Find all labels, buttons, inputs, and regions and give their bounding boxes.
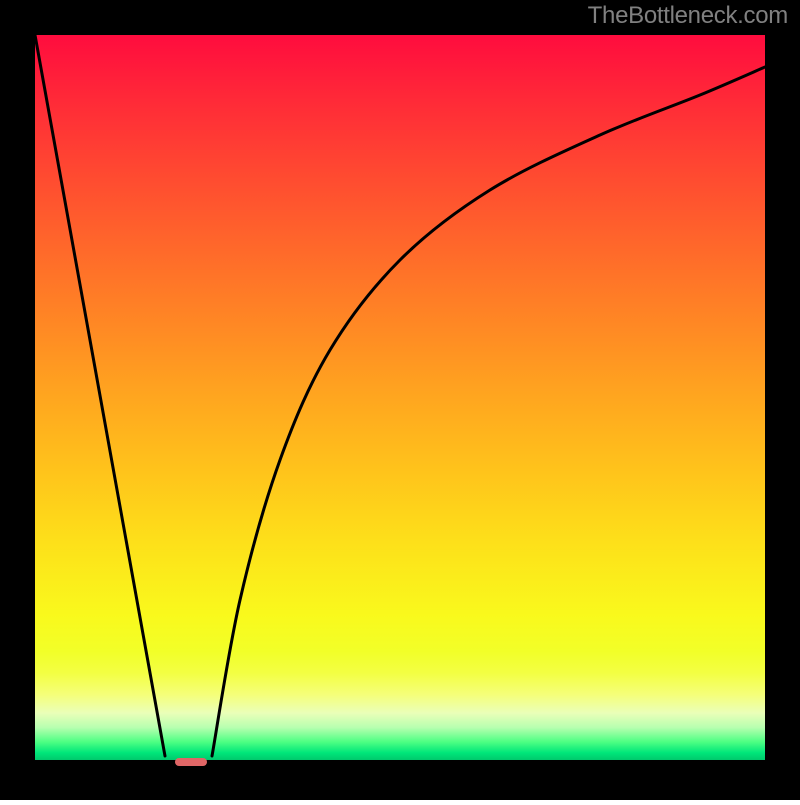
plot-background <box>35 35 765 760</box>
watermark-text: TheBottleneck.com <box>588 2 788 30</box>
minimum-marker <box>175 758 207 766</box>
bottleneck-chart <box>0 0 800 800</box>
chart-container: TheBottleneck.com <box>0 0 800 800</box>
